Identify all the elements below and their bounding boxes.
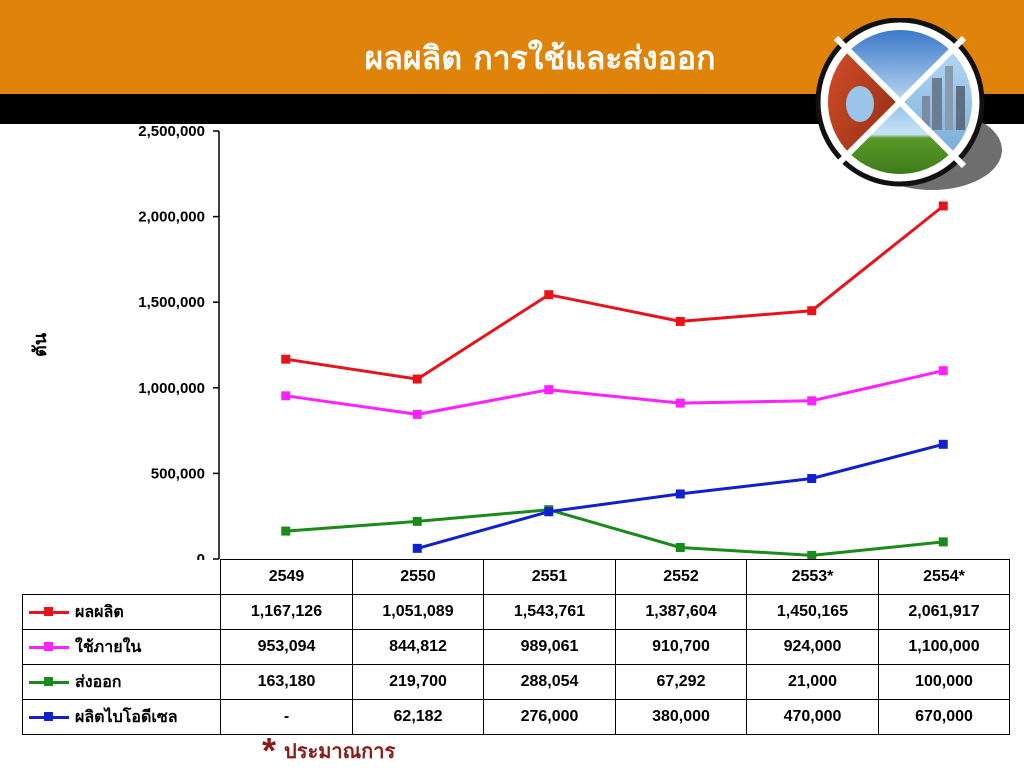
table-cell: - [220, 699, 353, 735]
slide-title: ผลผลิต การใช้และส่งออก [364, 39, 716, 77]
series-legend-cell: ส่งออก [22, 664, 221, 700]
data-point-marker [807, 306, 817, 316]
table-row: ใช้ภายใน 953,094 844,812 989,061 910,700… [22, 629, 1010, 665]
data-point-marker [938, 201, 948, 211]
table-cell: 380,000 [615, 699, 747, 735]
table-cell: 163,180 [220, 664, 353, 700]
table-cell: 470,000 [746, 699, 879, 735]
series-line [285, 369, 944, 416]
data-point-marker [675, 489, 685, 499]
table-cell: 1,387,604 [615, 594, 747, 630]
data-point-marker [281, 354, 291, 364]
data-point-marker [675, 398, 685, 408]
footnote-asterisk: * [262, 730, 277, 771]
data-point-marker [544, 507, 554, 517]
legend-key-icon [29, 641, 69, 653]
legend-key-icon [29, 606, 69, 618]
data-point-marker [807, 474, 817, 484]
line-chart: 0 500,000 1,000,000 1,500,000 2,000,000 2,500… [138, 123, 948, 560]
series-line [285, 508, 944, 557]
series-line [285, 204, 945, 381]
y-axis-ticks: 0 500,000 1,000,000 1,500,000 2,000,000 2,500… [138, 123, 219, 560]
table-cell: 670,000 [878, 699, 1010, 735]
table-cell: 1,167,126 [220, 594, 353, 630]
table-cell: 67,292 [615, 664, 747, 700]
data-point-marker [807, 550, 817, 560]
data-point-marker [281, 391, 291, 401]
series-legend-cell: ผลิตไบโอดีเซล [22, 699, 221, 735]
data-point-marker [544, 385, 554, 395]
table-cell: 924,000 [746, 629, 879, 665]
series-name: ส่งออก [75, 673, 122, 691]
table-row: ผลิตไบโอดีเซล - 62,182 276,000 380,000 4… [22, 699, 1010, 735]
table-corner-cell [23, 560, 221, 595]
legend-key-icon [29, 676, 69, 688]
data-point-marker [412, 516, 422, 526]
category-header: 2549 [220, 559, 353, 595]
data-point-marker [412, 543, 422, 553]
table-row: ส่งออก 163,180 219,700 288,054 67,292 21… [22, 664, 1010, 700]
table-cell: 910,700 [615, 629, 747, 665]
data-point-marker [675, 542, 685, 552]
table-cell: 288,054 [483, 664, 616, 700]
decorative-photo-logo-icon [815, 18, 1002, 190]
data-point-marker [412, 409, 422, 419]
table-row: ผลผลิต 1,167,126 1,051,089 1,543,761 1,3… [22, 594, 1010, 630]
category-header: 2551 [483, 559, 616, 595]
data-table: 2549 2550 2551 2552 2553* 2554* ผลผลิต 1… [22, 559, 1010, 735]
table-cell: 1,543,761 [483, 594, 616, 630]
table-cell: 62,182 [352, 699, 484, 735]
category-header: 2553* [746, 559, 879, 595]
data-point-marker [675, 316, 685, 326]
table-cell: 100,000 [878, 664, 1010, 700]
series-name: ผลิตไบโอดีเซล [75, 708, 178, 726]
data-point-marker [807, 396, 817, 406]
data-point-marker [281, 526, 291, 536]
y-tick-label: 2,500,000 [138, 123, 205, 140]
data-point-marker [412, 374, 422, 384]
series-legend-cell: ใช้ภายใน [22, 629, 221, 665]
series-name: ใช้ภายใน [75, 638, 142, 656]
category-header: 2554* [878, 559, 1010, 595]
data-point-marker [938, 537, 948, 547]
table-cell: 2,061,917 [878, 594, 1010, 630]
table-cell: 276,000 [483, 699, 616, 735]
y-tick-label: 0 [197, 551, 205, 560]
data-point-marker [938, 366, 948, 376]
table-cell: 953,094 [220, 629, 353, 665]
series-name: ผลผลิต [75, 603, 124, 621]
table-cell: 1,100,000 [878, 629, 1010, 665]
y-tick-label: 1,000,000 [138, 380, 205, 397]
footnote-text: ประมาณการ [284, 741, 396, 763]
category-header: 2550 [352, 559, 484, 595]
legend-key-icon [29, 711, 69, 723]
footnote: * ประมาณการ [262, 730, 396, 771]
y-tick-label: 500,000 [151, 465, 205, 482]
table-cell: 844,812 [352, 629, 484, 665]
table-cell: 21,000 [746, 664, 879, 700]
plot-area [281, 201, 948, 560]
data-point-marker [544, 290, 554, 300]
category-header: 2552 [615, 559, 747, 595]
y-tick-label: 2,000,000 [138, 209, 205, 226]
series-legend-cell: ผลผลิต [22, 594, 221, 630]
table-cell: 219,700 [352, 664, 484, 700]
table-header-row: 2549 2550 2551 2552 2553* 2554* [23, 559, 1010, 595]
table-cell: 1,051,089 [352, 594, 484, 630]
data-point-marker [938, 439, 948, 449]
table-cell: 1,450,165 [746, 594, 879, 630]
table-cell: 989,061 [483, 629, 616, 665]
y-tick-label: 1,500,000 [138, 294, 205, 311]
